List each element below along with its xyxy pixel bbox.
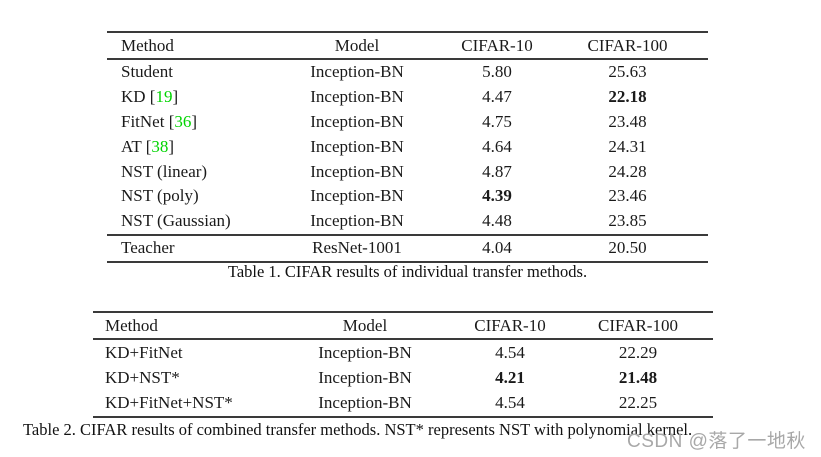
method-cell: KD+FitNet+NST* [93,393,273,413]
table-1-header-row: Method Model CIFAR-10 CIFAR-100 [107,33,708,60]
method-text: Student [121,62,173,82]
model-cell: Inception-BN [310,186,404,206]
model-cell: Inception-BN [318,367,412,387]
method-text: Teacher [121,238,175,258]
model-cell: Inception-BN [310,211,404,231]
cifar100-cell: 24.31 [608,136,647,156]
cifar10-cell: 4.64 [482,136,512,156]
method-cell: NST (Gaussian) [107,211,267,231]
column-header-model: Model [334,35,380,55]
cifar100-cell: 22.29 [618,342,658,362]
table-row-nst-linear: NST (linear) Inception-BN 4.87 24.28 [107,159,708,184]
method-text: ] [191,111,198,131]
method-cell: FitNet [36] [107,112,267,132]
method-cell: Teacher [107,238,267,258]
cifar100-cell: 24.28 [608,161,647,181]
table-row-nst-gaussian: NST (Gaussian) Inception-BN 4.48 23.85 [107,209,708,234]
column-header-cifar10: CIFAR-10 [474,315,546,335]
table-row-fitnet: FitNet [36] Inception-BN 4.75 23.48 [107,110,708,135]
table-2-caption: Table 2. CIFAR results of combined trans… [23,420,693,439]
citation-link-36[interactable]: 36 [174,111,192,131]
method-cell: KD [19] [107,87,267,107]
model-cell: Inception-BN [310,111,404,131]
model-cell: Inception-BN [318,393,412,413]
method-cell: NST (poly) [107,186,267,206]
method-text: ] [168,136,175,156]
cifar10-cell: 4.48 [482,211,512,231]
model-cell: Inception-BN [310,62,404,82]
table-2-combined-transfer: Method Model CIFAR-10 CIFAR-100 KD+FitNe… [93,311,713,418]
method-text: NST (poly) [121,186,199,206]
table-row-teacher: Teacher ResNet-1001 4.04 20.50 [107,233,708,261]
column-header-model: Model [342,315,388,335]
cifar10-cell-best: 4.21 [495,367,525,387]
model-cell: Inception-BN [310,136,404,156]
citation-link-19[interactable]: 19 [155,87,173,107]
table-row-kd-fitnet: KD+FitNet Inception-BN 4.54 22.29 [93,340,713,365]
citation-link-38[interactable]: 38 [151,136,169,156]
method-cell: KD+FitNet [93,343,273,363]
method-text: KD [ [121,87,156,107]
column-header-cifar100: CIFAR-100 [587,35,668,55]
table-row-kd-nst: KD+NST* Inception-BN 4.21 21.48 [93,365,713,390]
method-text: AT [ [121,136,152,156]
method-cell: AT [38] [107,137,267,157]
csdn-watermark: CSDN @落了一地秋 [627,431,806,452]
cifar100-cell: 25.63 [608,62,647,82]
table-row-student: Student Inception-BN 5.80 25.63 [107,60,708,85]
cifar100-cell-best: 21.48 [618,367,658,387]
method-cell: Student [107,62,267,82]
cifar10-cell: 4.87 [482,161,512,181]
method-text: KD+FitNet+NST* [105,393,233,413]
cifar10-cell: 5.80 [482,62,512,82]
cifar10-cell-best: 4.39 [482,186,512,206]
column-header-cifar100: CIFAR-100 [598,315,678,335]
model-cell: Inception-BN [318,342,412,362]
cifar100-cell-best: 22.18 [608,87,647,107]
column-header-method: Method [105,315,158,335]
table-row-at: AT [38] Inception-BN 4.64 24.31 [107,134,708,159]
cifar100-cell: 23.48 [608,111,647,131]
column-header-cifar10: CIFAR-10 [461,35,533,55]
method-text: NST (Gaussian) [121,211,231,231]
column-header-method: Method [121,35,174,55]
cifar10-cell: 4.04 [482,238,512,258]
model-cell: Inception-BN [310,161,404,181]
cifar10-cell: 4.75 [482,111,512,131]
cifar100-cell: 23.46 [608,186,647,206]
cifar100-cell: 22.25 [618,393,658,413]
cifar10-cell: 4.54 [495,342,525,362]
model-cell: ResNet-1001 [312,238,402,258]
table-row-nst-poly: NST (poly) Inception-BN 4.39 23.46 [107,184,708,209]
method-text: KD+FitNet [105,342,183,362]
cifar10-cell: 4.54 [495,393,525,413]
method-cell: KD+NST* [93,368,273,388]
table-1-caption: Table 1. CIFAR results of individual tra… [227,262,588,281]
method-text: ] [172,87,179,107]
method-cell: NST (linear) [107,162,267,182]
table-row-kd: KD [19] Inception-BN 4.47 22.18 [107,85,708,110]
cifar100-cell: 23.85 [608,211,647,231]
model-cell: Inception-BN [310,87,404,107]
cifar100-cell: 20.50 [608,238,647,258]
cifar10-cell: 4.47 [482,87,512,107]
table-2-header-row: Method Model CIFAR-10 CIFAR-100 [93,313,713,340]
method-text: NST (linear) [121,161,208,181]
method-text: KD+NST* [105,367,180,387]
table-row-kd-fitnet-nst: KD+FitNet+NST* Inception-BN 4.54 22.25 [93,391,713,416]
method-text: FitNet [ [121,111,175,131]
table-1-individual-transfer: Method Model CIFAR-10 CIFAR-100 Student … [107,31,708,263]
